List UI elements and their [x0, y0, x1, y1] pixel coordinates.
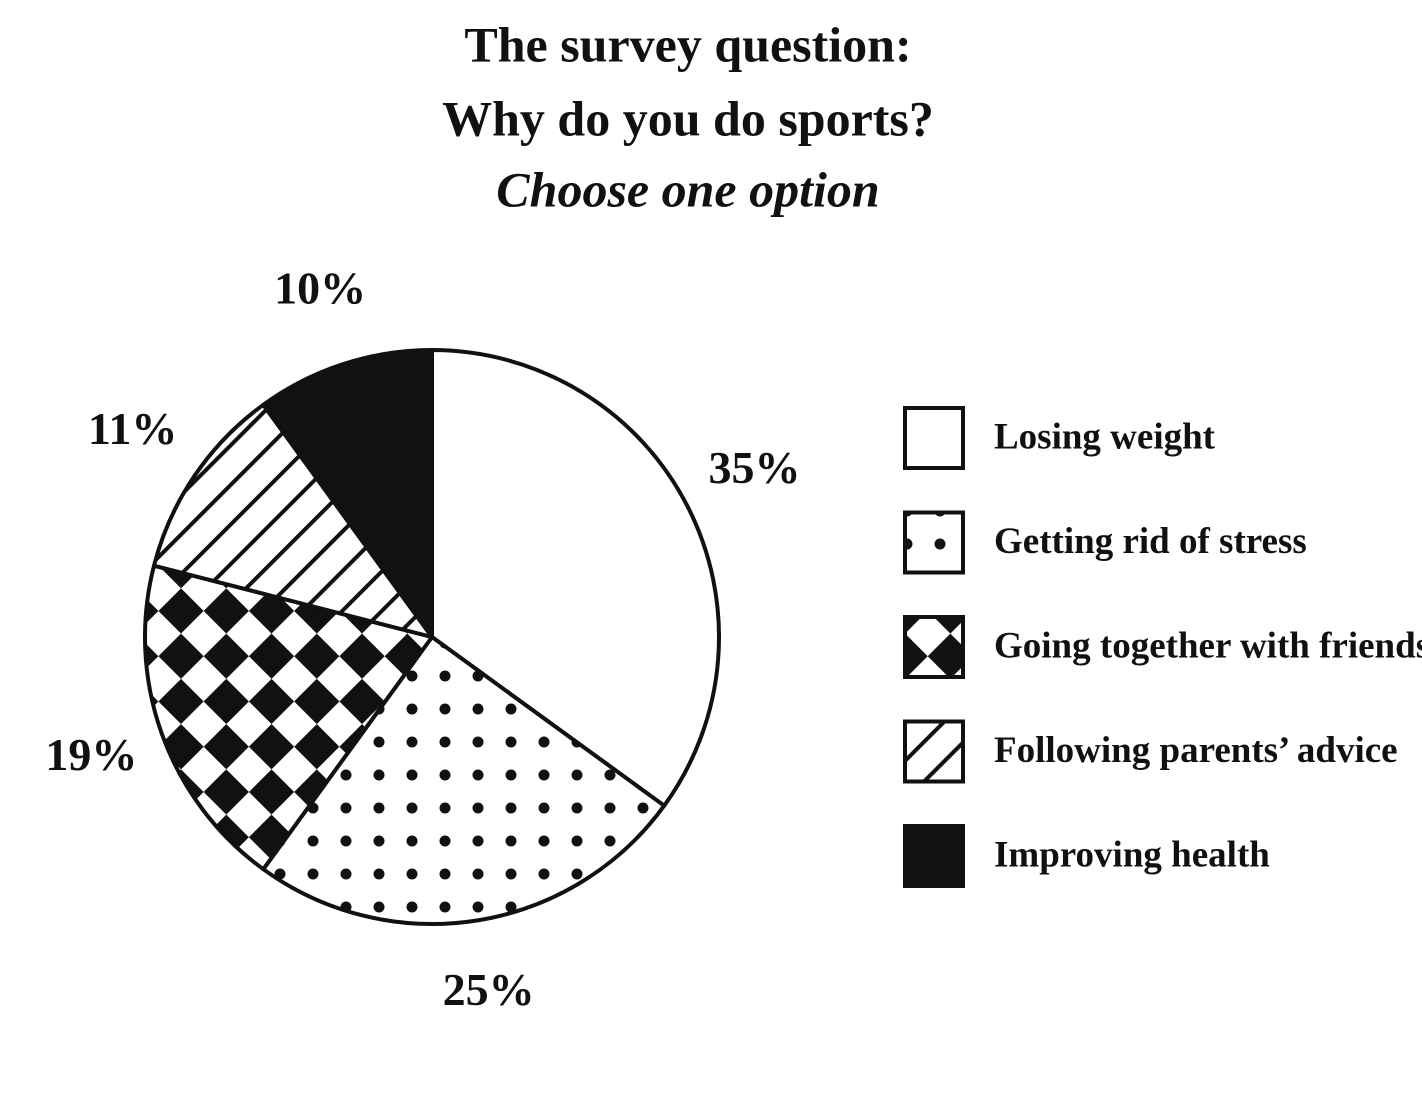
chart-title: The survey question: [464, 16, 911, 72]
pie-slice [430, 348, 721, 808]
pie-slice [261, 635, 667, 926]
legend-label: Following parents’ advice [994, 730, 1398, 771]
legend-swatch [903, 510, 965, 575]
pie-slice [152, 402, 434, 639]
legend-swatch [903, 406, 965, 470]
legend-label: Improving health [994, 834, 1270, 875]
legend-label: Losing weight [994, 416, 1216, 457]
slice-label: 10% [274, 262, 366, 313]
legend-label: Going together with friends [994, 625, 1422, 666]
legend-swatch [903, 824, 965, 888]
slice-label: 11% [88, 403, 177, 454]
pie-slice [261, 348, 434, 639]
slice-label: 25% [443, 964, 535, 1015]
chart-subtitle: Choose one option [496, 161, 879, 217]
legend-label: Getting rid of stress [994, 521, 1307, 562]
slice-label: 35% [709, 442, 801, 493]
legend-swatch [903, 719, 965, 784]
chart-title: Why do you do sports? [442, 90, 934, 146]
slice-label: 19% [45, 729, 137, 780]
pie-slice [143, 563, 434, 872]
legend-swatch [903, 615, 965, 679]
